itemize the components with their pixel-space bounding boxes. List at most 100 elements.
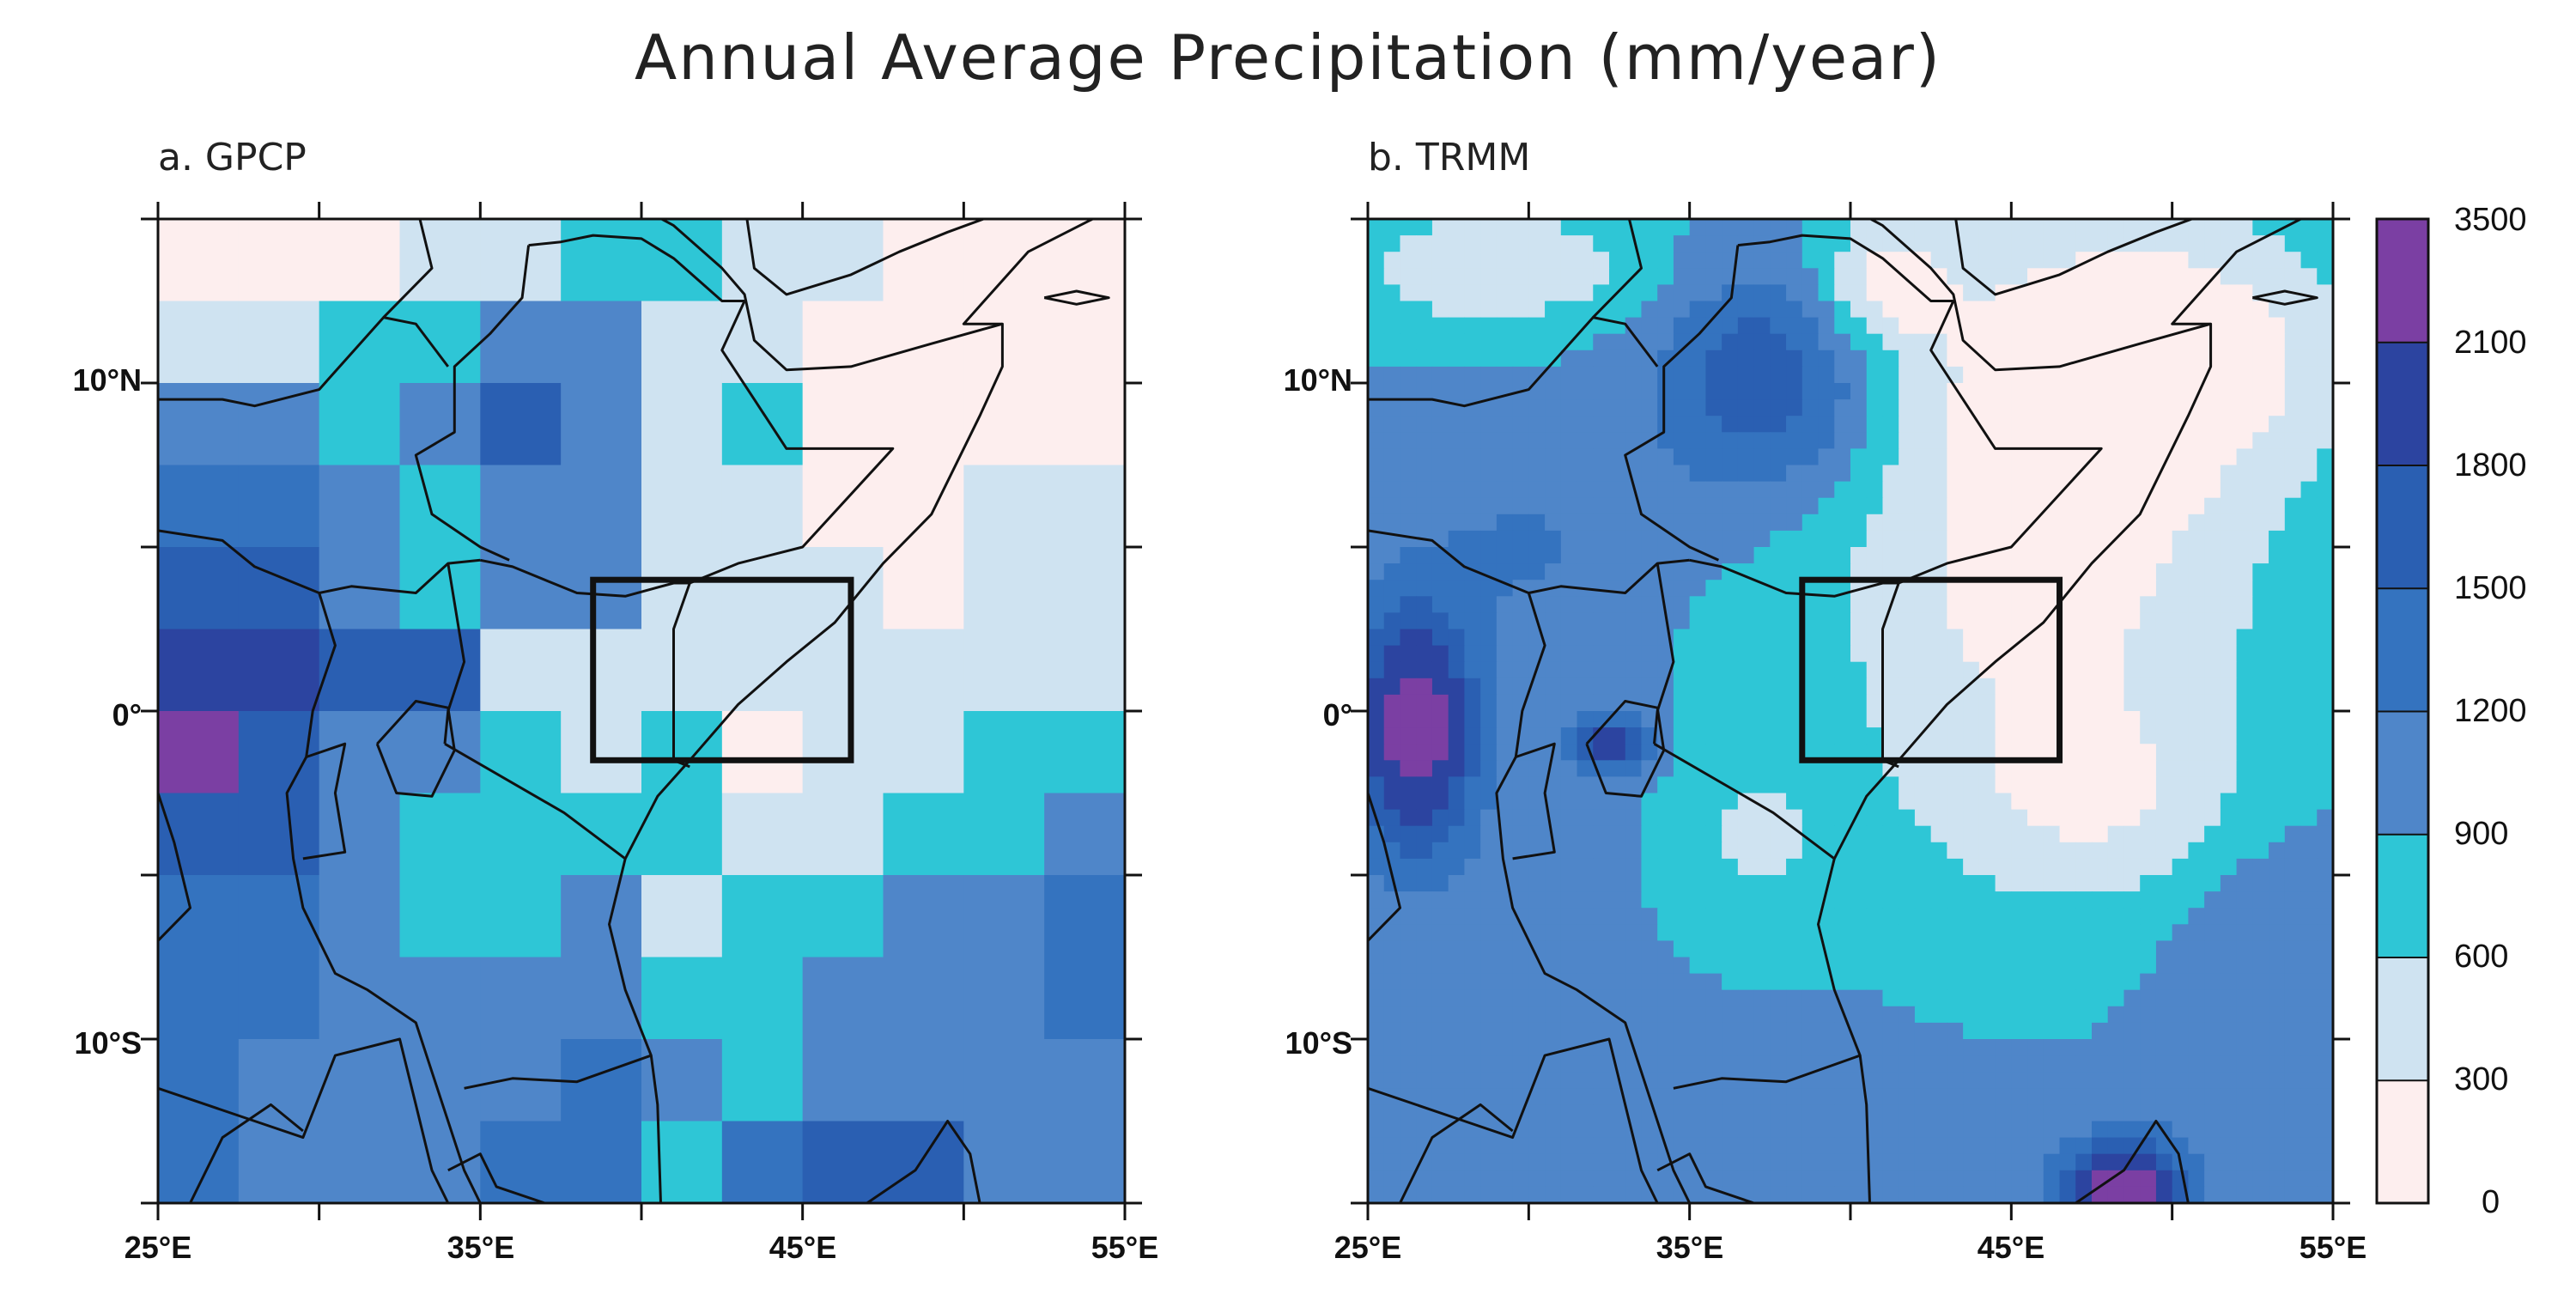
trmm-grid-cell: [2011, 432, 2028, 449]
trmm-grid-cell: [1448, 711, 1465, 728]
trmm-grid-cell: [1770, 1039, 1787, 1056]
trmm-grid-cell: [1400, 1186, 1417, 1203]
trmm-grid-cell: [2300, 465, 2318, 483]
trmm-grid-cell: [1963, 547, 1980, 564]
trmm-grid-cell: [1899, 252, 1916, 269]
trmm-grid-cell: [1689, 432, 1706, 449]
trmm-grid-cell: [1689, 235, 1706, 252]
trmm-grid-cell: [1657, 530, 1674, 548]
trmm-grid-cell: [1818, 825, 1835, 843]
trmm-grid-cell: [1560, 711, 1578, 728]
trmm-grid-cell: [1786, 317, 1803, 335]
trmm-grid-cell: [1786, 875, 1803, 892]
trmm-grid-cell: [2011, 924, 2028, 941]
trmm-grid-cell: [1995, 301, 2012, 319]
trmm-grid-cell: [1464, 317, 1481, 335]
trmm-grid-cell: [2059, 1186, 2076, 1203]
trmm-grid-cell: [2027, 448, 2044, 466]
trmm-grid-cell: [1528, 268, 1546, 285]
trmm-grid-cell: [1947, 1186, 1964, 1203]
trmm-grid-cell: [1899, 563, 1916, 581]
trmm-grid-cell: [2188, 432, 2205, 449]
trmm-grid-cell: [1431, 514, 1449, 532]
trmm-grid-cell: [1737, 1088, 1755, 1105]
trmm-grid-cell: [1416, 284, 1433, 302]
trmm-grid-cell: [1431, 252, 1449, 269]
trmm-grid-cell: [2107, 465, 2125, 483]
trmm-grid-cell: [2236, 1104, 2253, 1122]
gpcp-grid-cell: [238, 629, 320, 712]
trmm-grid-cell: [1882, 793, 1899, 811]
trmm-grid-cell: [1545, 1088, 1562, 1105]
trmm-grid-cell: [2075, 973, 2093, 991]
trmm-grid-cell: [1673, 875, 1691, 892]
trmm-grid-cell: [1431, 530, 1449, 548]
trmm-grid-cell: [2092, 1055, 2109, 1073]
trmm-grid-cell: [1801, 1170, 1820, 1188]
trmm-grid-cell: [1705, 973, 1722, 991]
trmm-grid-cell: [1673, 481, 1691, 499]
trmm-grid-cell: [1657, 957, 1674, 975]
trmm-grid-cell: [1383, 776, 1401, 794]
trmm-grid-cell: [1770, 333, 1787, 351]
coastline-path: [1512, 742, 1556, 860]
trmm-grid-cell: [2123, 957, 2141, 975]
trmm-grid-cell: [2155, 465, 2173, 483]
trmm-grid-cell: [2188, 1039, 2205, 1056]
trmm-grid-cell: [1545, 383, 1562, 400]
trmm-grid-cell: [1368, 1137, 1385, 1155]
trmm-grid-cell: [2155, 776, 2173, 794]
gpcp-grid-cell: [561, 547, 642, 630]
trmm-grid-cell: [1416, 842, 1433, 860]
gpcp-grid-cell: [480, 711, 562, 794]
trmm-grid-cell: [1416, 563, 1433, 581]
trmm-grid-cell: [2188, 252, 2205, 269]
trmm-grid-cell: [1528, 776, 1546, 794]
trmm-grid-cell: [1464, 1039, 1481, 1056]
trmm-grid-cell: [1899, 727, 1916, 745]
trmm-grid-cell: [2236, 580, 2253, 597]
trmm-grid-cell: [1770, 497, 1787, 515]
trmm-grid-cell: [2123, 366, 2141, 384]
trmm-grid-cell: [2204, 580, 2221, 597]
trmm-grid-cell: [2172, 957, 2189, 975]
trmm-grid-cell: [1577, 432, 1594, 449]
trmm-grid-cell: [1545, 1153, 1562, 1171]
trmm-grid-cell: [1625, 661, 1643, 679]
colorbar-label-1500: 1500: [2454, 570, 2527, 606]
trmm-grid-cell: [2075, 497, 2093, 515]
trmm-grid-cell: [2220, 1137, 2238, 1155]
gpcp-grid-cell: [883, 465, 964, 548]
trmm-grid-cell: [1416, 825, 1433, 843]
trmm-grid-cell: [1770, 416, 1787, 433]
trmm-grid-cell: [2236, 727, 2253, 745]
trmm-grid-cell: [2300, 547, 2318, 564]
trmm-grid-cell: [1464, 268, 1481, 285]
trmm-grid-cell: [2123, 1072, 2141, 1089]
trmm-grid-cell: [2317, 678, 2333, 696]
trmm-grid-cell: [1673, 284, 1691, 302]
trmm-grid-cell: [1448, 891, 1465, 909]
trmm-grid-cell: [1448, 629, 1465, 647]
trmm-grid-cell: [2252, 432, 2269, 449]
trmm-grid-cell: [1834, 858, 1851, 876]
trmm-grid-cell: [1899, 530, 1916, 548]
trmm-grid-cell: [2027, 514, 2044, 532]
trmm-grid-cell: [1722, 1006, 1739, 1024]
trmm-grid-cell: [1753, 596, 1771, 613]
trmm-grid-cell: [2155, 252, 2173, 269]
trmm-grid-cell: [1722, 612, 1739, 630]
trmm-grid-cell: [1801, 383, 1820, 400]
trmm-grid-cell: [1609, 694, 1626, 712]
trmm-grid-cell: [1673, 842, 1691, 860]
gpcp-grid-cell: [480, 465, 562, 548]
trmm-grid-cell: [1801, 252, 1820, 269]
trmm-grid-cell: [1673, 1039, 1691, 1056]
trmm-grid-cell: [2011, 448, 2028, 466]
trmm-grid-cell: [1641, 1170, 1658, 1188]
trmm-grid-cell: [1673, 1121, 1691, 1139]
trmm-grid-cell: [1641, 661, 1658, 679]
trmm-grid-cell: [1609, 530, 1626, 548]
trmm-grid-cell: [1577, 1006, 1594, 1024]
trmm-grid-cell: [2075, 924, 2093, 941]
